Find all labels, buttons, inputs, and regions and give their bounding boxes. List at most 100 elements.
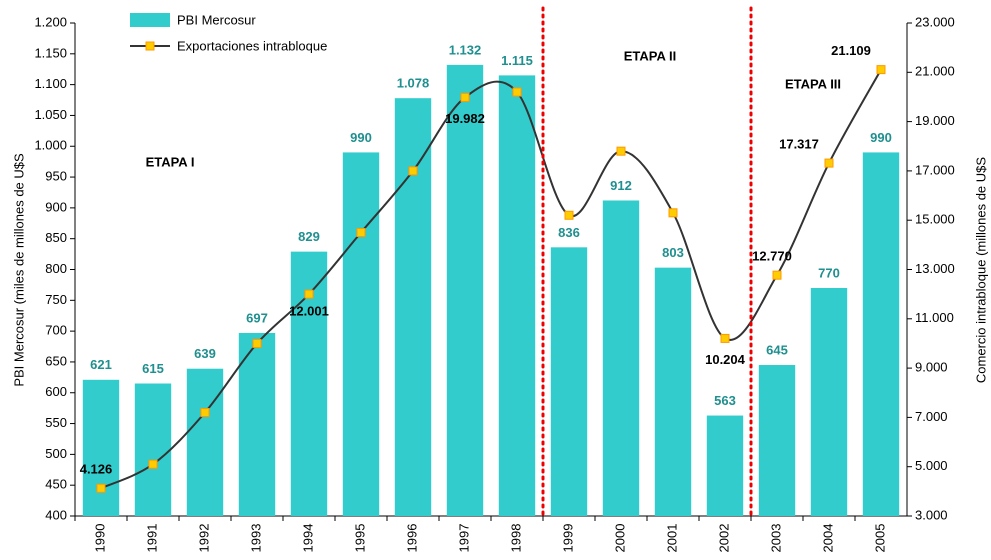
legend-marker [145, 41, 155, 51]
x-tick-label: 2004 [820, 524, 835, 553]
line-marker [252, 338, 262, 348]
y-tick-label: 500 [45, 446, 67, 461]
line-marker [200, 407, 210, 417]
y-tick-label: 950 [45, 169, 67, 184]
bar-value-label: 563 [714, 393, 736, 408]
y2-tick-label: 5.000 [915, 458, 948, 473]
y-tick-label: 650 [45, 353, 67, 368]
x-tick-label: 2002 [716, 524, 731, 553]
legend-swatch [130, 13, 170, 27]
stage-label: ETAPA III [785, 76, 841, 91]
bar-value-label: 770 [818, 265, 840, 280]
x-tick-label: 1992 [196, 524, 211, 553]
y-tick-label: 400 [45, 507, 67, 522]
y-tick-label: 1.000 [34, 138, 67, 153]
y-tick-label: 1.150 [34, 45, 67, 60]
line-marker [96, 483, 106, 493]
line-marker [876, 65, 886, 75]
y-tick-label: 550 [45, 415, 67, 430]
y-tick-label: 800 [45, 261, 67, 276]
bar [186, 368, 224, 516]
bar [446, 64, 484, 516]
bar-value-label: 645 [766, 342, 788, 357]
y2-tick-label: 13.000 [915, 261, 955, 276]
x-tick-label: 1998 [508, 524, 523, 553]
x-tick-label: 1990 [92, 524, 107, 553]
legend-label: Exportaciones intrabloque [177, 38, 327, 53]
bar [706, 415, 744, 516]
x-tick-label: 2003 [768, 524, 783, 553]
line-marker [304, 289, 314, 299]
bar [810, 287, 848, 516]
x-tick-label: 1994 [300, 524, 315, 553]
y2-tick-label: 17.000 [915, 162, 955, 177]
y-tick-label: 750 [45, 292, 67, 307]
legend-label: PBI Mercosur [177, 12, 256, 27]
y-tick-label: 1.050 [34, 107, 67, 122]
line-value-label: 12.770 [752, 249, 792, 264]
y-tick-label: 700 [45, 323, 67, 338]
bar [758, 365, 796, 516]
bar-value-label: 697 [246, 310, 268, 325]
bar-value-label: 615 [142, 361, 164, 376]
line-value-label: 21.109 [831, 43, 871, 58]
y-tick-label: 1.200 [34, 14, 67, 29]
x-tick-label: 2001 [664, 524, 679, 553]
x-tick-label: 2005 [872, 524, 887, 553]
line-value-label: 17.317 [779, 137, 819, 152]
bar-value-label: 621 [90, 357, 112, 372]
line-marker [720, 333, 730, 343]
bar-value-label: 990 [350, 130, 372, 145]
bar-value-label: 912 [610, 178, 632, 193]
bar [550, 247, 588, 516]
line-marker [772, 270, 782, 280]
x-tick-label: 1999 [560, 524, 575, 553]
y-tick-label: 900 [45, 199, 67, 214]
line [100, 69, 882, 490]
bar [394, 98, 432, 517]
x-tick-label: 1997 [456, 524, 471, 553]
bar [82, 379, 120, 516]
line-value-label: 4.126 [80, 462, 113, 477]
line-marker [824, 158, 834, 168]
bar [498, 75, 536, 516]
bar [342, 152, 380, 516]
line-marker [564, 210, 574, 220]
y2-tick-label: 7.000 [915, 409, 948, 424]
line-value-label: 19.982 [445, 111, 485, 126]
y2-tick-label: 21.000 [915, 64, 955, 79]
bar [862, 152, 900, 516]
bar [238, 332, 276, 516]
y-tick-label: 600 [45, 384, 67, 399]
bar [654, 267, 692, 516]
y2-axis-title: Comercio intrabloque (millones de U$S [973, 157, 988, 383]
line-marker [668, 208, 678, 218]
bar-value-label: 1.132 [449, 42, 482, 57]
bar-value-label: 639 [194, 346, 216, 361]
y-tick-label: 1.100 [34, 76, 67, 91]
bar-value-label: 829 [298, 229, 320, 244]
y-axis-title: PBI Mercosur (miles de millones de U$S [11, 153, 26, 387]
x-tick-label: 2000 [612, 524, 627, 553]
line-value-label: 10.204 [705, 352, 746, 367]
y-tick-label: 850 [45, 230, 67, 245]
line-marker [616, 146, 626, 156]
line-marker [460, 92, 470, 102]
y2-tick-label: 11.000 [915, 310, 954, 325]
bar-value-label: 990 [870, 130, 892, 145]
x-tick-label: 1995 [352, 524, 367, 553]
x-tick-label: 1993 [248, 524, 263, 553]
y2-tick-label: 19.000 [915, 113, 955, 128]
y2-tick-label: 23.000 [915, 14, 955, 29]
bar-value-label: 1.115 [501, 53, 533, 68]
stage-label: ETAPA II [624, 48, 676, 63]
bar-value-label: 803 [662, 245, 684, 260]
line-marker [512, 87, 522, 97]
y2-tick-label: 3.000 [915, 507, 948, 522]
y2-tick-label: 15.000 [915, 212, 955, 227]
bar [134, 383, 172, 516]
bar-value-label: 836 [558, 225, 580, 240]
x-tick-label: 1991 [144, 524, 159, 553]
bar [602, 200, 640, 517]
